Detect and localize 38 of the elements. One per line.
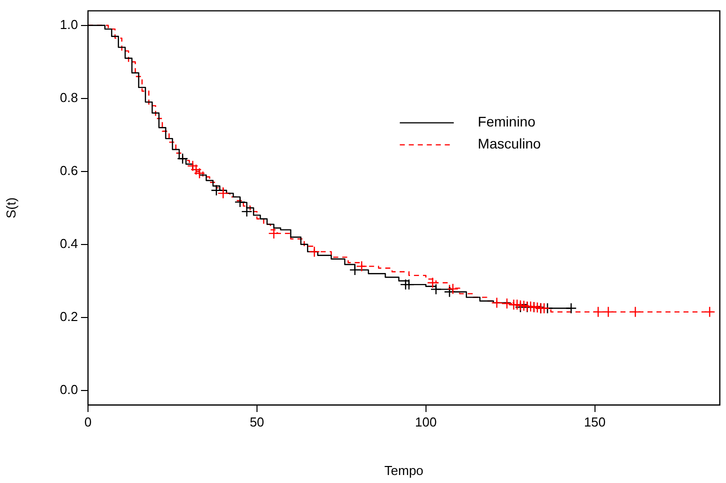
point	[427, 277, 438, 288]
point	[501, 298, 513, 310]
legend-label: Masculino	[478, 136, 542, 152]
point	[630, 306, 641, 318]
point	[538, 302, 550, 314]
point	[444, 286, 456, 298]
y-axis-title: S(t)	[3, 197, 18, 218]
point	[430, 284, 442, 295]
point	[447, 283, 458, 295]
point	[403, 278, 415, 290]
x-axis-title: Tempo	[384, 462, 424, 478]
y-tick-label: 0.0	[60, 382, 78, 397]
y-tick-label: 0.8	[60, 90, 78, 105]
point	[268, 228, 280, 240]
point	[308, 246, 320, 258]
x-tick-label: 150	[584, 414, 606, 430]
point	[210, 184, 222, 196]
point	[218, 188, 229, 199]
x-tick-label: 50	[250, 414, 264, 430]
point	[241, 206, 252, 218]
point	[491, 297, 502, 308]
point	[566, 302, 577, 314]
y-tick-label: 0.4	[60, 236, 78, 251]
point	[602, 306, 614, 318]
point	[177, 153, 188, 164]
y-tick-label: 0.2	[60, 308, 78, 324]
point	[356, 260, 368, 272]
point	[704, 306, 716, 318]
legend-label: Feminino	[478, 114, 536, 130]
point	[234, 196, 246, 208]
point	[592, 306, 604, 318]
point	[511, 299, 523, 310]
y-tick-label: 1.0	[60, 16, 78, 32]
x-tick-label: 0	[84, 414, 92, 430]
y-tick-label: 0.6	[60, 162, 78, 178]
point	[190, 164, 202, 176]
point	[349, 264, 361, 276]
x-tick-label: 100	[415, 414, 437, 430]
